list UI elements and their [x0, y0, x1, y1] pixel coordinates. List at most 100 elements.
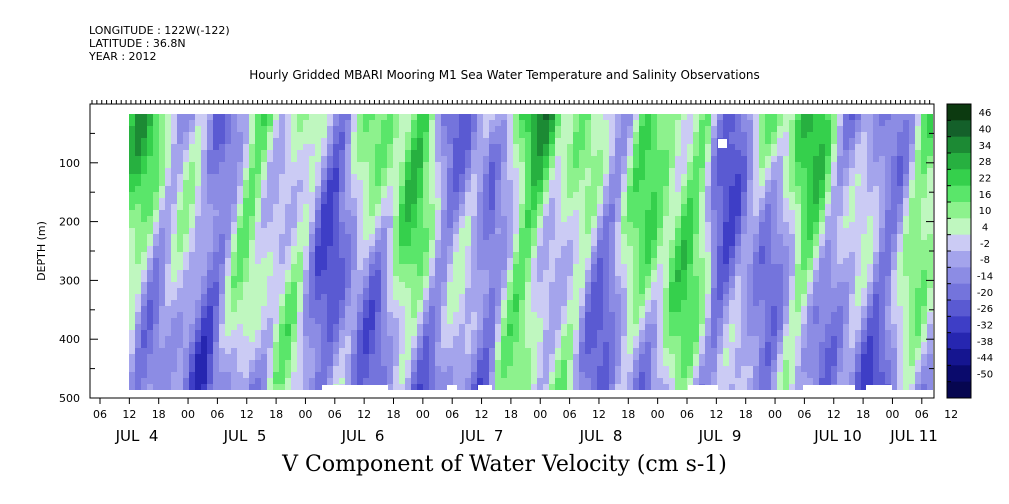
heatmap-cell	[315, 120, 322, 127]
heatmap-cell	[453, 204, 460, 211]
heatmap-cell	[747, 234, 754, 241]
heatmap-cell	[765, 246, 772, 253]
heatmap-cell	[459, 336, 466, 343]
heatmap-cell	[591, 204, 598, 211]
heatmap-cell	[249, 294, 256, 301]
heatmap-cell	[381, 162, 388, 169]
heatmap-cell	[231, 144, 238, 151]
heatmap-cell	[417, 258, 424, 265]
heatmap-cell	[507, 252, 514, 259]
heatmap-cell	[609, 126, 616, 133]
heatmap-cell	[177, 264, 184, 271]
heatmap-cell	[693, 372, 700, 379]
heatmap-cell	[735, 258, 742, 265]
heatmap-cell	[279, 264, 286, 271]
heatmap-cell	[735, 114, 742, 121]
heatmap-cell	[255, 138, 262, 145]
heatmap-cell	[483, 330, 490, 337]
heatmap-cell	[549, 198, 556, 205]
heatmap-cell	[741, 252, 748, 259]
heatmap-cell	[159, 324, 166, 331]
heatmap-cell	[705, 312, 712, 319]
heatmap-cell	[495, 120, 502, 127]
heatmap-cell	[327, 168, 334, 175]
heatmap-cell	[579, 192, 586, 199]
heatmap-cell	[237, 180, 244, 187]
heatmap-cell	[297, 114, 304, 121]
heatmap-cell	[261, 180, 268, 187]
heatmap-cell	[249, 276, 256, 283]
heatmap-cell	[363, 168, 370, 175]
heatmap-cell	[519, 222, 526, 229]
heatmap-cell	[519, 132, 526, 139]
heatmap-cell	[603, 336, 610, 343]
heatmap-cell	[765, 282, 772, 289]
heatmap-cell	[303, 288, 310, 295]
heatmap-cell	[279, 312, 286, 319]
heatmap-cell	[249, 150, 256, 157]
heatmap-cell	[135, 204, 142, 211]
heatmap-cell	[261, 372, 268, 379]
heatmap-cell	[219, 144, 226, 151]
heatmap-cell	[435, 162, 442, 169]
heatmap-cell	[261, 150, 268, 157]
heatmap-cell	[429, 270, 436, 277]
heatmap-cell	[135, 276, 142, 283]
heatmap-cell	[345, 348, 352, 355]
heatmap-cell	[207, 138, 214, 145]
heatmap-cell	[543, 174, 550, 181]
heatmap-cell	[771, 372, 778, 379]
heatmap-cell	[585, 156, 592, 163]
heatmap-cell	[381, 306, 388, 313]
heatmap-cell	[753, 234, 760, 241]
heatmap-cell	[441, 378, 448, 385]
heatmap-cell	[537, 354, 544, 361]
heatmap-cell	[237, 252, 244, 259]
heatmap-cell	[651, 204, 658, 211]
heatmap-cell	[333, 366, 340, 373]
heatmap-cell	[225, 120, 232, 127]
heatmap-cell	[417, 138, 424, 145]
heatmap-cell	[573, 174, 580, 181]
heatmap-cell	[567, 354, 574, 361]
heatmap-cell	[315, 318, 322, 325]
heatmap-cell	[627, 126, 634, 133]
heatmap-cell	[285, 174, 292, 181]
heatmap-cell	[765, 138, 772, 145]
heatmap-cell	[567, 156, 574, 163]
heatmap-cell	[285, 150, 292, 157]
heatmap-cell	[285, 198, 292, 205]
heatmap-cell	[699, 360, 706, 367]
heatmap-cell	[525, 132, 532, 139]
heatmap-cell	[621, 300, 628, 307]
heatmap-cell	[603, 234, 610, 241]
heatmap-cell	[303, 126, 310, 133]
heatmap-cell	[303, 330, 310, 337]
heatmap-cell	[183, 228, 190, 235]
heatmap-cell	[357, 336, 364, 343]
heatmap-cell	[249, 234, 256, 241]
heatmap-cell	[555, 186, 562, 193]
heatmap-cell	[165, 126, 172, 133]
heatmap-cell	[609, 192, 616, 199]
heatmap-cell	[189, 264, 196, 271]
heatmap-cell	[651, 126, 658, 133]
heatmap-cell	[681, 126, 688, 133]
heatmap-cell	[411, 210, 418, 217]
heatmap-cell	[561, 270, 568, 277]
heatmap-cell	[231, 120, 238, 127]
heatmap-cell	[567, 252, 574, 259]
heatmap-cell	[579, 132, 586, 139]
heatmap-cell	[735, 198, 742, 205]
heatmap-cell	[621, 288, 628, 295]
heatmap-cell	[363, 378, 370, 385]
heatmap-cell	[765, 306, 772, 313]
heatmap-cell	[345, 198, 352, 205]
heatmap-cell	[735, 246, 742, 253]
heatmap-cell	[639, 204, 646, 211]
heatmap-cell	[483, 216, 490, 223]
heatmap-cell	[489, 216, 496, 223]
heatmap-cell	[531, 120, 538, 127]
heatmap-cell	[321, 300, 328, 307]
heatmap-cell	[501, 264, 508, 271]
